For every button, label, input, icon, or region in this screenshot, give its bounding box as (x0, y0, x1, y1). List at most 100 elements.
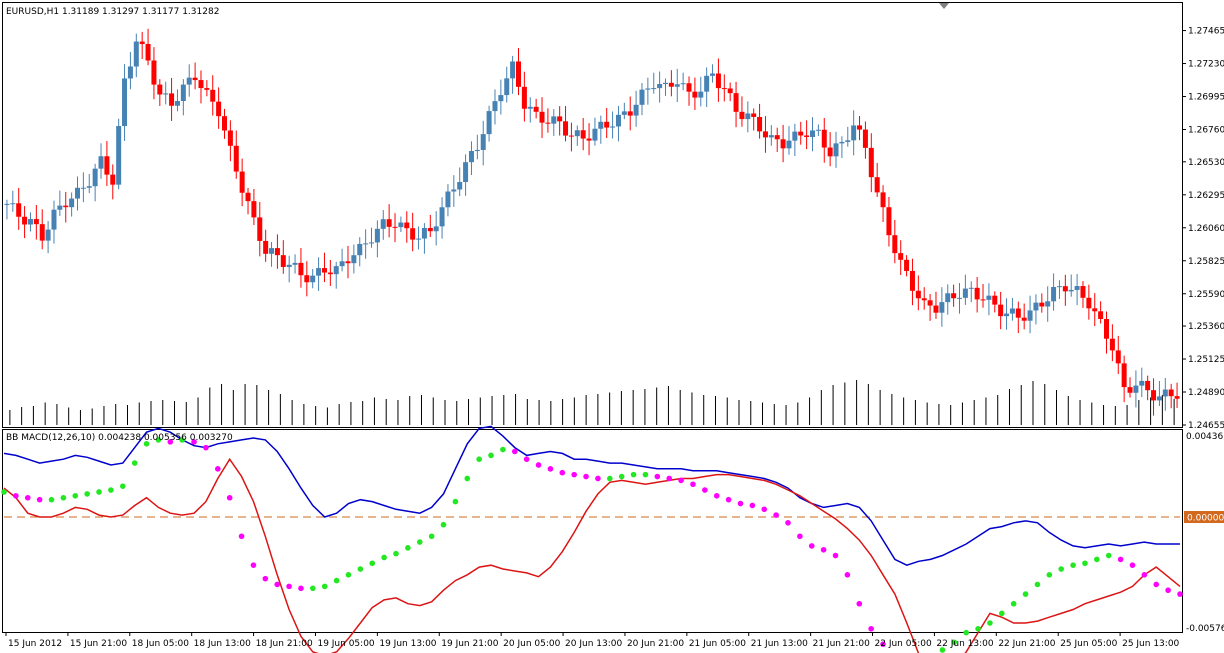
macd-dot (238, 533, 245, 540)
candle-body (757, 116, 763, 132)
candle-body (880, 192, 886, 208)
candle-body (898, 253, 904, 260)
zero-tag (1184, 511, 1224, 524)
candle-body (692, 91, 698, 98)
candle-body (1127, 387, 1133, 393)
candle-body (1009, 308, 1015, 314)
zero-tag-label: 0.00000 (1187, 514, 1224, 524)
candle-body (451, 189, 457, 192)
candle-body (151, 60, 157, 85)
candle-body (257, 217, 263, 241)
candle-body (274, 248, 280, 256)
candle-body (4, 203, 10, 205)
candle-body (592, 128, 598, 141)
candle-body (186, 77, 192, 85)
candle-body (639, 89, 645, 105)
candle-body (139, 41, 145, 44)
candle-body (404, 222, 410, 229)
candle-body (857, 125, 863, 130)
macd-dot (547, 466, 554, 472)
candle-body (75, 187, 80, 199)
candle-body (698, 91, 704, 98)
candle-body (286, 264, 292, 267)
candle-body (980, 299, 986, 301)
candle-body (733, 93, 739, 112)
indicator-tick-label: 0.004361 (1186, 432, 1224, 442)
candle-body (463, 162, 469, 183)
macd-dot (1010, 600, 1017, 607)
candle-body (933, 305, 939, 313)
macd-dot (24, 494, 31, 501)
candle-body (739, 111, 745, 120)
macd-dot (72, 493, 79, 499)
candle-body (1151, 390, 1157, 401)
macd-dot (262, 575, 269, 582)
candle-body (915, 290, 921, 299)
candle-body (157, 84, 163, 95)
candle-body (1092, 308, 1098, 312)
candle-body (192, 77, 198, 81)
candle-body (10, 203, 16, 205)
macd-dot (298, 585, 304, 592)
candle-body (621, 111, 627, 115)
candle-body (768, 135, 774, 138)
candle-body (310, 275, 316, 283)
time-tick-label: 18 Jun 05:00 (132, 639, 189, 649)
candle-body (727, 88, 733, 94)
candle-body (1121, 363, 1127, 388)
candle-body (1115, 350, 1121, 364)
candle-body (986, 295, 992, 300)
time-tick-label: 25 Jun 05:00 (1060, 639, 1117, 649)
macd-dot (96, 489, 102, 495)
macd-dot (274, 581, 281, 588)
macd-dot (310, 585, 316, 592)
candle-body (904, 259, 910, 271)
time-tick-label: 20 Jun 13:00 (565, 639, 622, 649)
macd-dot (844, 572, 851, 578)
macd-dot (1, 489, 7, 495)
macd-dot (13, 493, 19, 499)
macd-dot (84, 491, 90, 497)
candle-body (668, 82, 674, 87)
candle-body (1168, 389, 1174, 397)
candle-body (398, 222, 404, 228)
chart-shift-marker[interactable] (939, 3, 949, 9)
candle-body (468, 151, 474, 163)
candle-body (145, 43, 151, 61)
upper-band-line (3, 425, 1180, 567)
candle-body (92, 168, 98, 187)
candle-body (1098, 311, 1104, 320)
macd-dot (559, 469, 566, 476)
macd-dot (999, 610, 1005, 617)
candle-body (598, 121, 604, 129)
candle-body (1104, 319, 1109, 339)
time-tick-label: 25 Jun 13:00 (1122, 639, 1179, 649)
macd-dot (357, 566, 364, 572)
time-tick-label: 21 Jun 21:00 (813, 639, 870, 649)
time-tick-label: 20 Jun 21:00 (627, 639, 684, 649)
macd-dot (215, 466, 221, 472)
candle-body (263, 240, 269, 254)
macd-dot (618, 473, 625, 480)
candle-body (480, 134, 486, 150)
candle-body (798, 131, 804, 136)
candle-body (122, 78, 128, 127)
candle-body (745, 113, 751, 120)
candle-body (992, 295, 998, 305)
candle-body (827, 147, 833, 157)
time-tick-label: 20 Jun 05:00 (503, 639, 560, 649)
candle-body (1051, 287, 1057, 302)
macd-dot (725, 496, 732, 503)
price-pane[interactable] (2, 2, 1183, 428)
macd-dot (511, 448, 518, 455)
candle-body (298, 262, 304, 276)
candle-body (63, 205, 69, 208)
macd-dot (1129, 562, 1136, 568)
macd-dot (476, 456, 482, 463)
candle-body (586, 138, 592, 141)
macd-dot (880, 641, 886, 647)
macd-dot (500, 446, 506, 453)
candle-body (762, 131, 768, 138)
candle-body (1162, 389, 1168, 397)
candle-body (610, 126, 616, 128)
